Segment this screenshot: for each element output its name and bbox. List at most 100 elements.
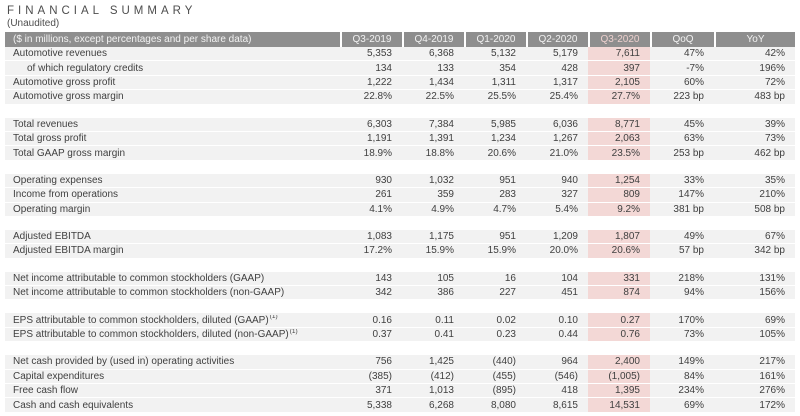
cell-q3-2020: 1,254 (588, 173, 650, 188)
cell-yoy: 131% (759, 272, 785, 284)
cell-q3-2019: 5,353 (366, 48, 392, 60)
cell-yoy: 35% (764, 174, 785, 186)
cell-q3-2020: 397 (588, 61, 650, 75)
cell-q2-2020: 1,267 (552, 133, 578, 145)
cell-yoy: 72% (764, 76, 785, 88)
cell-qoq: 234% (678, 385, 704, 397)
table-section-4: Adjusted EBITDA 1,083 1,175 951 1,209 1,807 49… (5, 229, 795, 259)
cell-q1-2020: 354 (499, 62, 516, 74)
cell-q4-2019: 6,268 (428, 399, 454, 411)
row-label: Total revenues (13, 118, 79, 130)
cell-q3-2020: 2,063 (588, 131, 650, 146)
cell-q4-2019: 0.41 (434, 329, 454, 341)
cell-yoy: 69% (764, 314, 785, 326)
cell-q2-2020: 1,209 (552, 231, 578, 243)
cell-qoq: 218% (678, 272, 704, 284)
column-header-q1-2020: Q1-2020 (464, 32, 526, 47)
financial-summary-table: ($ in millions, except percentages and p… (5, 32, 795, 413)
cell-q2-2020: (546) (554, 370, 578, 382)
cell-yoy: 462 bp (754, 147, 785, 159)
row-label: Income from operations (13, 189, 119, 201)
cell-yoy: 342 bp (754, 245, 785, 257)
cell-q2-2020: 0.10 (558, 314, 578, 326)
cell-qoq: 223 bp (673, 91, 704, 103)
row-label: Capital expenditures (13, 370, 105, 382)
cell-q4-2019: (412) (430, 370, 454, 382)
cell-yoy: 217% (759, 356, 785, 368)
row-label: Operating margin (13, 203, 91, 215)
table-row: Total gross profit 1,191 1,391 1,234 1,267 2,… (5, 131, 795, 147)
cell-qoq: 149% (678, 356, 704, 368)
cell-q4-2019: 18.8% (425, 147, 454, 159)
cell-q1-2020: 5,985 (490, 118, 516, 130)
cell-q2-2020: 418 (561, 385, 578, 397)
table-row: Adjusted EBITDA margin 17.2% 15.9% 15.9% 20.… (5, 244, 795, 259)
cell-q2-2020: 8,615 (552, 399, 578, 411)
column-header-q2-2020: Q2-2020 (526, 32, 588, 47)
table-section-7: Net cash provided by (used in) operating… (5, 355, 795, 413)
table-section-3: Operating expenses 930 1,032 951 940 1,254 33%… (5, 173, 795, 217)
column-header-q3-2020: Q3-2020 (588, 32, 650, 47)
cell-q2-2020: 104 (561, 272, 578, 284)
cell-q3-2019: 261 (375, 189, 392, 201)
cell-qoq: 57 bp (678, 245, 704, 257)
cell-qoq: 69% (683, 399, 704, 411)
table-section-2: Total revenues 6,303 7,384 5,985 6,036 8,771 4… (5, 117, 795, 161)
cell-q1-2020: (895) (492, 385, 516, 397)
cell-q3-2019: 342 (375, 287, 392, 299)
table-body: Automotive revenues 5,353 6,368 5,132 5,179 7… (5, 47, 795, 413)
row-label: Adjusted EBITDA margin (13, 245, 124, 257)
cell-q1-2020: (455) (492, 370, 516, 382)
cell-q4-2019: 386 (437, 287, 454, 299)
table-row: Automotive gross margin 22.8% 22.5% 25.5% 25… (5, 90, 795, 105)
cell-q4-2019: 22.5% (425, 91, 454, 103)
cell-qoq: 60% (683, 76, 704, 88)
table-row: of which regulatory credits 134 133 354 428 3… (5, 61, 795, 76)
cell-qoq: 170% (678, 314, 704, 326)
cell-q3-2020: 809 (588, 188, 650, 202)
cell-q2-2020: 6,036 (552, 118, 578, 130)
cell-q4-2019: 359 (437, 189, 454, 201)
row-label: Net cash provided by (used in) operating… (13, 356, 235, 368)
cell-q3-2019: 6,303 (366, 118, 392, 130)
page-title: FINANCIAL SUMMARY (7, 5, 197, 17)
table-row: Automotive revenues 5,353 6,368 5,132 5,179 7… (5, 47, 795, 62)
cell-q1-2020: 8,080 (490, 399, 516, 411)
cell-q3-2019: 756 (375, 356, 392, 368)
column-header-yoy: YoY (714, 32, 795, 47)
cell-q3-2020: 8,771 (588, 117, 650, 131)
cell-q1-2020: 951 (499, 231, 516, 243)
cell-q3-2020: 9.2% (588, 202, 650, 216)
cell-q1-2020: 16 (504, 272, 516, 284)
row-label: Cash and cash equivalents (13, 399, 134, 411)
cell-q1-2020: 15.9% (487, 245, 516, 257)
table-row: Cash and cash equivalents 5,338 6,268 8,080… (5, 398, 795, 413)
cell-q4-2019: 4.9% (431, 203, 454, 215)
column-header-q3-2019: Q3-2019 (340, 32, 402, 47)
cell-q3-2020: 2,400 (588, 355, 650, 369)
cell-q4-2019: 6,368 (428, 48, 454, 60)
cell-q1-2020: (440) (492, 356, 516, 368)
cell-q4-2019: 133 (437, 62, 454, 74)
cell-q3-2019: (385) (368, 370, 392, 382)
cell-q2-2020: 25.4% (549, 91, 578, 103)
column-header-qoq: QoQ (650, 32, 714, 47)
cell-q1-2020: 283 (499, 189, 516, 201)
cell-yoy: 67% (764, 231, 785, 243)
table-section-1: Automotive revenues 5,353 6,368 5,132 5,179 7… (5, 47, 795, 105)
table-row: Operating expenses 930 1,032 951 940 1,254 33%… (5, 173, 795, 189)
cell-qoq: 73% (683, 329, 704, 341)
cell-q2-2020: 21.0% (549, 147, 578, 159)
cell-yoy: 210% (759, 189, 785, 201)
cell-q4-2019: 1,032 (428, 174, 454, 186)
cell-q3-2020: 874 (588, 286, 650, 300)
cell-q4-2019: 15.9% (425, 245, 454, 257)
cell-q2-2020: 5,179 (552, 48, 578, 60)
cell-q3-2019: 18.9% (363, 147, 392, 159)
cell-q4-2019: 1,425 (428, 356, 454, 368)
row-label: EPS attributable to common stockholders,… (13, 314, 278, 326)
cell-yoy: 196% (759, 62, 785, 74)
cell-q2-2020: 0.44 (558, 329, 578, 341)
row-label: Operating expenses (13, 174, 103, 186)
cell-q3-2019: 371 (375, 385, 392, 397)
